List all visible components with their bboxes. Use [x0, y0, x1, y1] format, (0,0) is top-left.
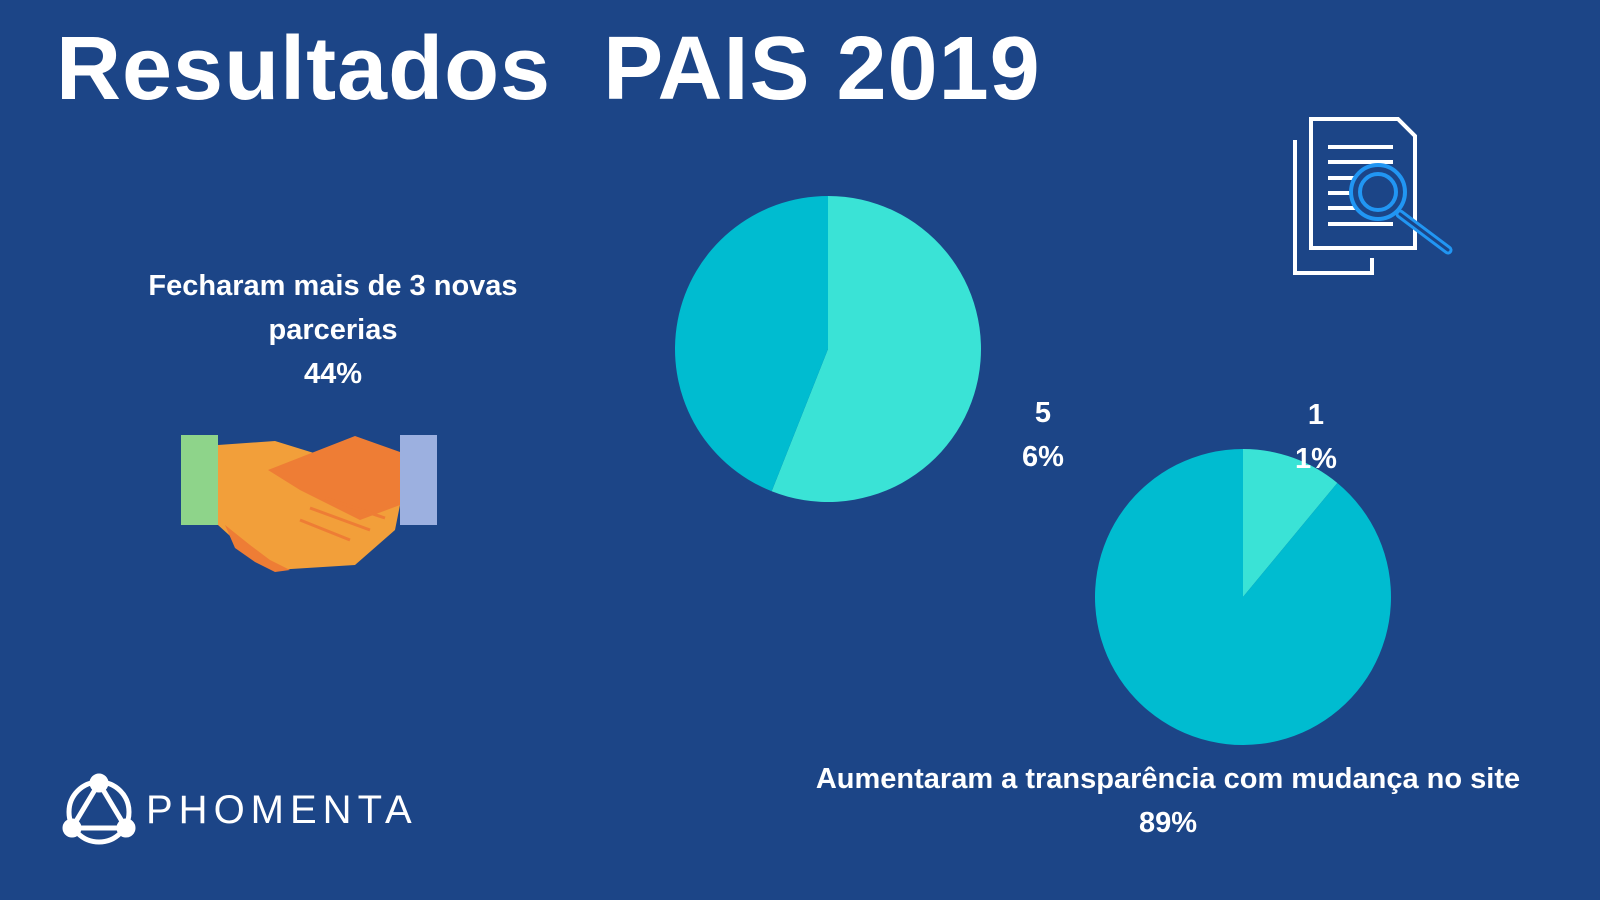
- page-title: Resultados PAIS 2019: [56, 19, 1041, 119]
- pie-slice: [771, 196, 981, 502]
- pie: [1095, 449, 1392, 746]
- value-label: 89%: [1138, 807, 1198, 839]
- chart-title: Fecharam mais de 3 novas parcerias: [148, 270, 518, 346]
- pie-slice: [1095, 449, 1392, 746]
- pie: [674, 196, 981, 502]
- chart-caption: Fecharam mais de 3 novas parcerias 44%: [113, 264, 553, 396]
- value-label: 44%: [303, 358, 363, 390]
- value-label: 56%: [1022, 397, 1064, 473]
- logo-mark: [62, 773, 136, 845]
- pie-slice: [674, 196, 828, 492]
- value-label: 11%: [1295, 399, 1337, 475]
- document-icon: [1293, 117, 1453, 275]
- handshake-icon: [181, 435, 437, 572]
- chart-caption: Aumentaram a transparência com mudança n…: [783, 757, 1553, 845]
- pie-slice: [1243, 449, 1338, 597]
- chart-title: Aumentaram a transparência com mudança n…: [815, 763, 1521, 795]
- brand-name: PHOMENTA: [146, 788, 418, 832]
